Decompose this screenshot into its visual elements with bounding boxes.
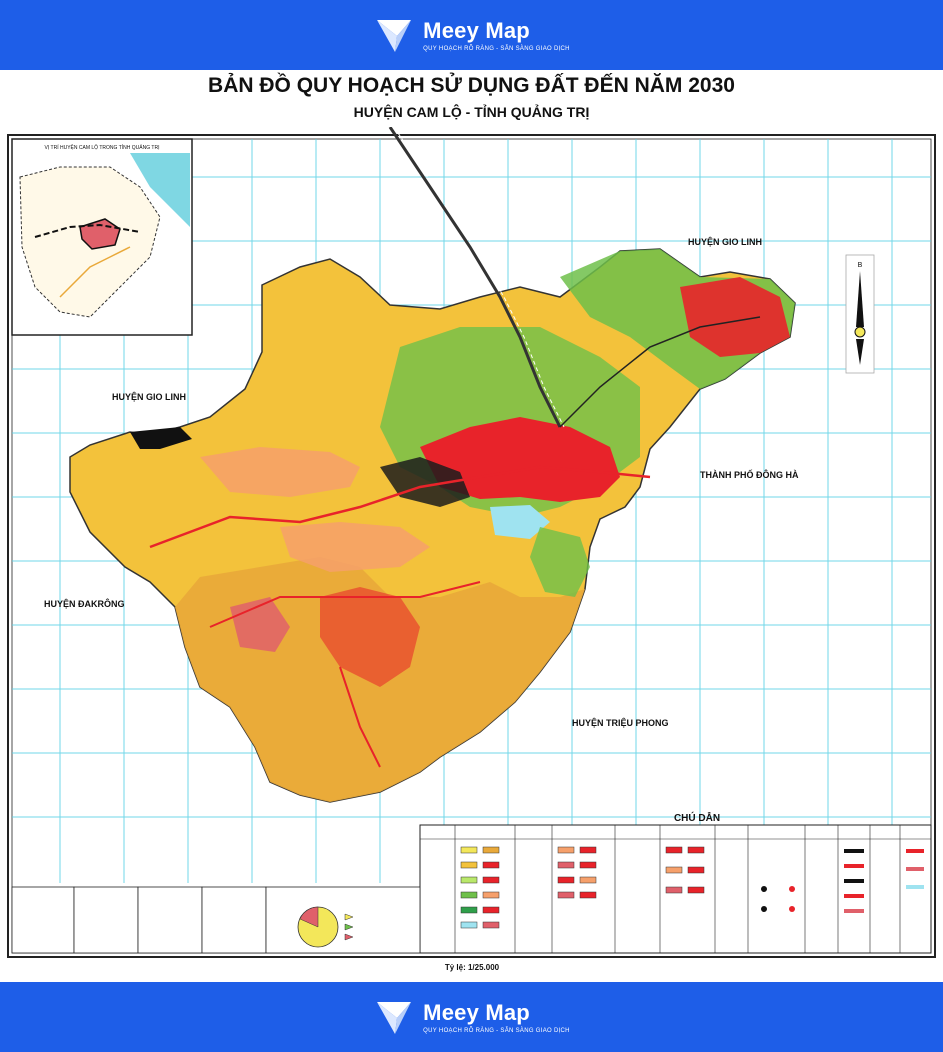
map-title: BẢN ĐỒ QUY HOẠCH SỬ DỤNG ĐẤT ĐẾN NĂM 203… bbox=[208, 74, 735, 97]
north-arrow-icon: B bbox=[845, 254, 875, 374]
meey-map-logo-icon bbox=[377, 20, 412, 52]
label-gio-linh-w: HUYỆN GIO LINH bbox=[112, 391, 186, 402]
roads bbox=[149, 127, 761, 768]
scale-label: Tỷ lệ: 1/25.000 bbox=[445, 963, 500, 972]
brand-tagline: QUY HOẠCH RÕ RÀNG - SẴN SÀNG GIAO DỊCH bbox=[423, 46, 570, 52]
brand-footer: Meey Map QUY HOẠCH RÕ RÀNG - SẴN SÀNG GI… bbox=[373, 996, 570, 1038]
label-trieu-phong: HUYỆN TRIỆU PHONG bbox=[572, 717, 669, 728]
legend-title: CHÚ DẪN bbox=[674, 811, 720, 824]
planning-map[interactable]: HUYỆN GIO LINH HUYỆN GIO LINH THÀNH PHỐ … bbox=[0, 127, 943, 982]
north-letter: B bbox=[858, 262, 863, 269]
label-gio-linh-ne: HUYỆN GIO LINH bbox=[688, 236, 762, 247]
top-brand-banner: Meey Map QUY HOẠCH RÕ RÀNG - SẴN SÀNG GI… bbox=[0, 0, 943, 70]
label-dakrong: HUYỆN ĐAKRÔNG bbox=[44, 598, 125, 609]
meey-map-logo-icon bbox=[377, 1002, 412, 1034]
inset-location-map: VỊ TRÍ HUYỆN CAM LỘ TRONG TỈNH QUẢNG TRỊ bbox=[11, 138, 193, 336]
brand: Meey Map QUY HOẠCH RÕ RÀNG - SẴN SÀNG GI… bbox=[373, 14, 570, 56]
info-boxes bbox=[11, 886, 421, 954]
inset-title: VỊ TRÍ HUYỆN CAM LỘ TRONG TỈNH QUẢNG TRỊ bbox=[45, 143, 160, 151]
district-cam-lo[interactable] bbox=[69, 248, 796, 803]
land-use-pie bbox=[297, 906, 354, 948]
brand-name-footer: Meey Map bbox=[423, 1000, 530, 1025]
brand-name: Meey Map bbox=[423, 18, 530, 43]
bottom-brand-banner: Meey Map QUY HOẠCH RÕ RÀNG - SẴN SÀNG GI… bbox=[0, 982, 943, 1052]
legend-panel: CHÚ DẪN bbox=[419, 811, 932, 954]
label-dong-ha: THÀNH PHỐ ĐÔNG HÀ bbox=[700, 469, 799, 480]
map-subtitle: HUYỆN CAM LỘ - TỈNH QUẢNG TRỊ bbox=[353, 104, 590, 120]
brand-tagline-footer: QUY HOẠCH RÕ RÀNG - SẴN SÀNG GIAO DỊCH bbox=[423, 1028, 570, 1034]
